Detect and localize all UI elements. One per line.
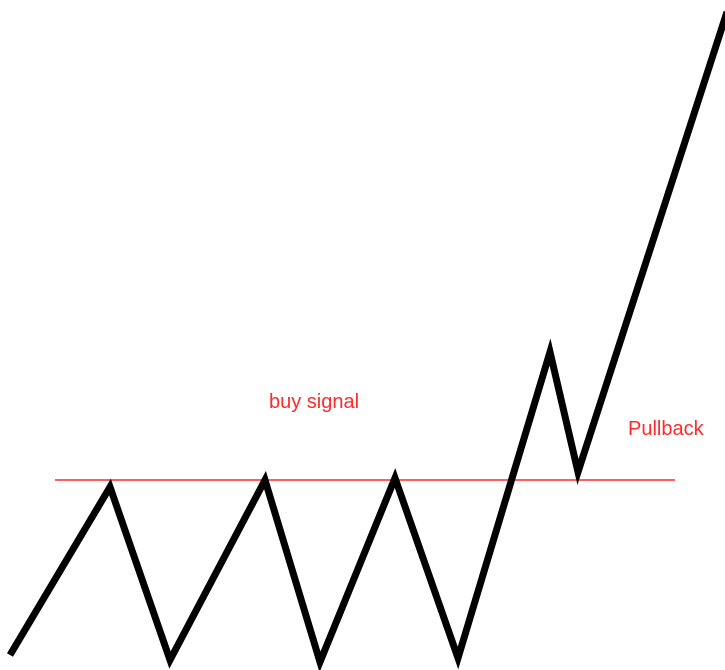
buy-signal-label: buy signal xyxy=(269,391,359,413)
pullback-label: Pullback xyxy=(628,418,705,440)
price-path xyxy=(6,10,725,670)
